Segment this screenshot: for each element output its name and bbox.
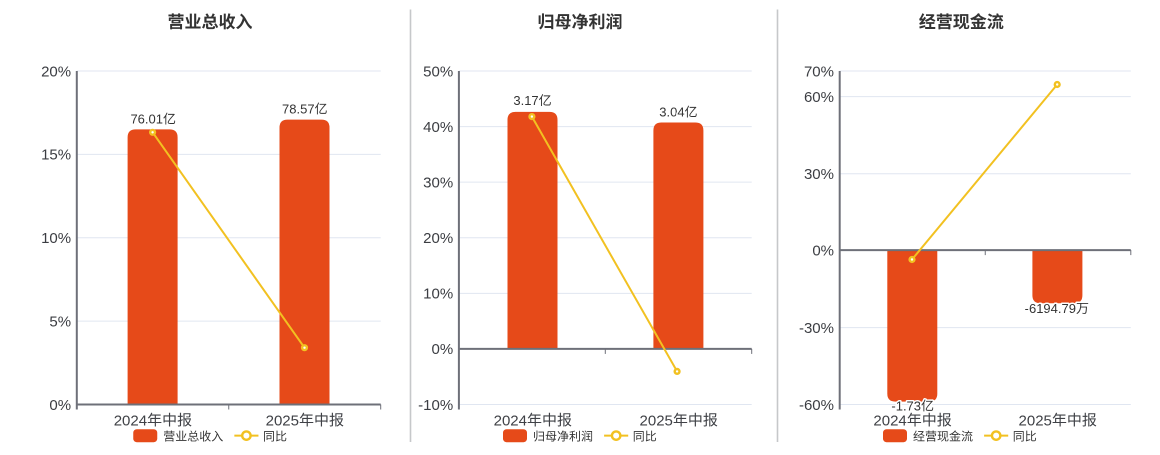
svg-text:60%: 60% — [804, 89, 834, 106]
svg-text:0%: 0% — [432, 341, 454, 358]
svg-text:3.04: 3.04 — [659, 105, 684, 120]
svg-text:30%: 30% — [423, 174, 453, 191]
svg-text:15%: 15% — [41, 147, 71, 164]
svg-text:2025: 2025 — [640, 412, 673, 429]
svg-text:0%: 0% — [812, 242, 834, 259]
svg-text:20%: 20% — [41, 63, 71, 80]
svg-text:2024: 2024 — [114, 412, 147, 429]
svg-text:2024: 2024 — [873, 412, 906, 429]
svg-text:5%: 5% — [49, 313, 71, 330]
svg-text:0%: 0% — [49, 397, 71, 414]
svg-text:2025: 2025 — [1019, 412, 1052, 429]
svg-text:2025: 2025 — [266, 412, 299, 429]
svg-text:-10%: -10% — [418, 397, 453, 414]
svg-text:40%: 40% — [423, 119, 453, 136]
svg-text:76.01: 76.01 — [130, 112, 163, 127]
svg-text:78.57: 78.57 — [282, 101, 315, 116]
svg-text:30%: 30% — [804, 166, 834, 183]
svg-text:10%: 10% — [41, 230, 71, 247]
svg-text:-6194.79: -6194.79 — [1025, 301, 1076, 316]
svg-text:3.17: 3.17 — [513, 93, 538, 108]
svg-text:-1.73: -1.73 — [891, 398, 921, 413]
svg-text:70%: 70% — [804, 63, 834, 80]
svg-text:20%: 20% — [423, 230, 453, 247]
svg-text:-30%: -30% — [799, 320, 834, 337]
svg-text:2024: 2024 — [494, 412, 527, 429]
svg-text:50%: 50% — [423, 63, 453, 80]
svg-text:-60%: -60% — [799, 397, 834, 414]
svg-text:10%: 10% — [423, 286, 453, 303]
